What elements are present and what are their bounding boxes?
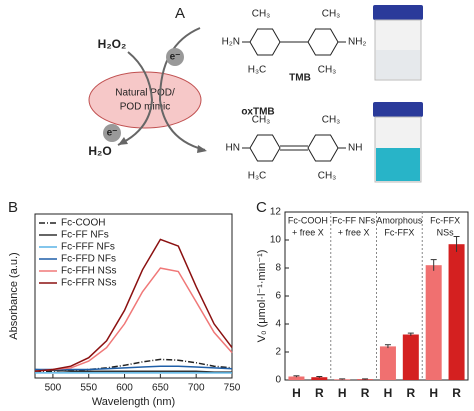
x-tick-label: 500	[45, 383, 62, 394]
y-tick-label: 12	[270, 207, 282, 218]
ring	[249, 28, 281, 56]
group-label: + free X	[338, 227, 370, 237]
legend-label: Fc-FFR NSs	[61, 278, 117, 289]
vial-cap	[373, 102, 423, 117]
group: HN	[226, 143, 240, 154]
y-tick-label: 10	[270, 235, 282, 246]
y-tick-label: 0	[275, 375, 281, 386]
plot-frame	[34, 213, 233, 379]
y-axis-label: Absorbance (a.u.)	[8, 252, 20, 339]
reactant: H₂O₂	[98, 37, 127, 51]
enzyme-text: Natural POD/	[115, 88, 175, 99]
enzyme-text: POD mimic	[120, 102, 171, 113]
y-tick-label: 2	[275, 347, 281, 358]
group: CH₃	[322, 9, 341, 20]
group-label: + free X	[292, 227, 324, 237]
series-line	[35, 358, 233, 372]
legend-label: Fc-COOH	[61, 218, 105, 229]
y-tick-label: 4	[275, 319, 281, 330]
group-label: Fc-COOH	[288, 215, 328, 225]
y-axis-label: V₀ (μmol·l⁻¹·min⁻¹)	[256, 250, 268, 343]
bar	[448, 244, 465, 380]
electron-icon	[103, 124, 121, 142]
electron: e⁻	[170, 52, 181, 63]
vial-cap	[373, 5, 423, 20]
vial-liquid	[376, 50, 420, 79]
group: NH	[348, 143, 362, 154]
group: CH₃	[252, 115, 271, 126]
oxidized: oxTMB	[241, 107, 274, 118]
group: H₃C	[248, 65, 267, 76]
reaction-arrow	[117, 51, 154, 146]
x-tick-label: R	[361, 386, 370, 400]
legend-label: Fc-FFD NFs	[61, 254, 116, 265]
panel-a: A Natural POD/ POD mimic H₂O₂ H₂O e⁻ e⁻ …	[88, 5, 423, 183]
reaction-arrow	[158, 27, 206, 151]
legend-label: Fc-FFF NFs	[61, 242, 115, 253]
group: CH₃	[318, 65, 337, 76]
x-tick-label: R	[406, 386, 415, 400]
enzyme-ellipse	[88, 71, 202, 129]
ring	[307, 28, 339, 56]
group-label: NSs	[437, 227, 455, 237]
group-label: Amorphous	[376, 215, 423, 225]
ring	[307, 134, 339, 162]
x-tick-label: 700	[188, 383, 205, 394]
group: CH₃	[318, 171, 337, 182]
substrate: TMB	[289, 73, 311, 84]
y-tick-label: 8	[275, 263, 281, 274]
vial-liquid	[376, 148, 420, 181]
bar	[425, 265, 442, 380]
bar	[311, 377, 328, 380]
series-line	[35, 365, 233, 371]
group: H₃C	[248, 171, 267, 182]
x-tick-label: H	[384, 386, 393, 400]
x-tick-label: H	[429, 386, 438, 400]
y-tick-label: 6	[275, 291, 281, 302]
series-line	[34, 238, 233, 372]
x-tick-label: 750	[224, 383, 241, 394]
series-line	[34, 368, 232, 373]
series-line	[34, 267, 233, 372]
x-tick-label: 650	[152, 383, 169, 394]
x-tick-label: H	[338, 386, 347, 400]
panel-label: C	[256, 199, 267, 216]
electron-icon	[166, 48, 184, 66]
electron: e⁻	[107, 128, 118, 139]
ring	[249, 134, 281, 162]
legend-label: Fc-FF NFs	[61, 230, 109, 241]
group: CH₃	[322, 115, 341, 126]
x-tick-label: 550	[80, 383, 97, 394]
x-tick-label: R	[452, 386, 461, 400]
bar	[402, 334, 419, 380]
group-label: Fc-FFX	[430, 215, 460, 225]
x-tick-label: R	[315, 386, 324, 400]
bar	[379, 346, 396, 380]
group: CH₃	[252, 9, 271, 20]
group-label: Fc-FF NFs	[332, 215, 375, 225]
group-label: Fc-FFX	[384, 227, 414, 237]
x-axis-label: Wavelength (nm)	[92, 396, 175, 408]
bar	[288, 376, 305, 380]
arrow-head	[197, 145, 207, 153]
group: H₂N	[222, 37, 240, 48]
group: NH₂	[348, 37, 366, 48]
panel-label: A	[175, 5, 185, 22]
arrow-head	[118, 137, 128, 145]
product: H₂O	[88, 144, 111, 158]
legend-label: Fc-FFH NSs	[61, 266, 117, 277]
x-tick-label: 600	[116, 383, 133, 394]
x-tick-label: H	[292, 386, 301, 400]
panel-label: B	[8, 199, 18, 216]
